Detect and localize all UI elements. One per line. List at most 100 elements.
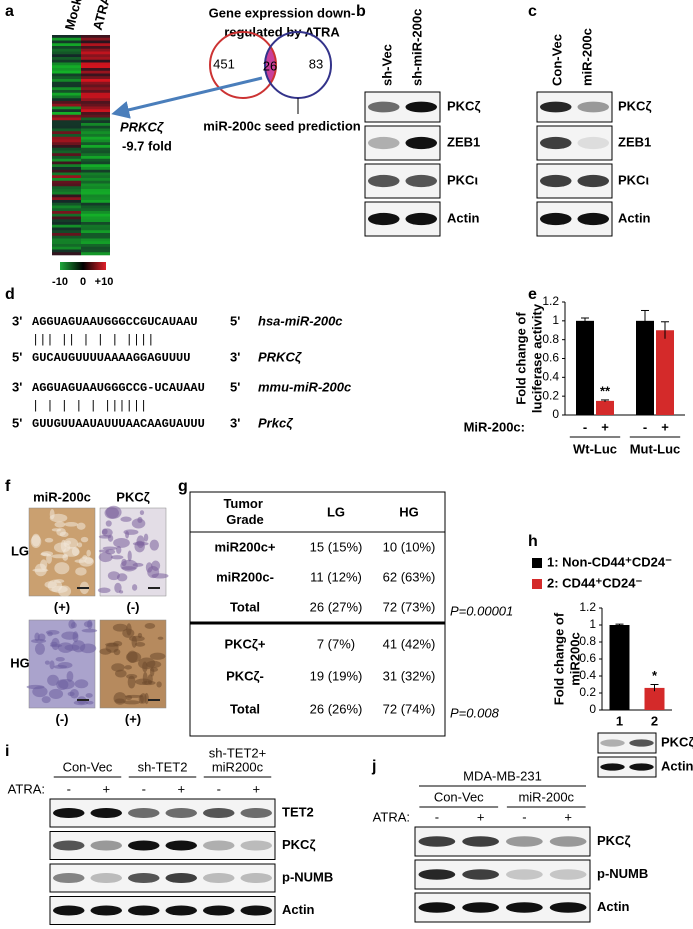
sequence: GUCAUGUUUUAAAAGGAGUUUU [32,351,190,365]
seq-end: 5' [230,379,240,394]
y-tick-label: 1 [589,617,596,631]
series-sign: - [583,419,587,434]
heatmap-cell [81,147,110,151]
ihc-texture [98,552,113,563]
band [53,905,85,916]
heatmap-cell [52,145,81,149]
seq-end: 5' [12,415,22,430]
table-border [189,491,446,737]
ihc-texture [145,562,153,573]
heatmap-cell [81,65,110,69]
ihc-texture [114,582,122,594]
band [90,872,122,884]
legend-label: 1: Non-CD44⁺CD24⁻ [547,554,672,569]
group-label: Con-Vec [63,759,113,774]
blot-box [49,831,276,860]
ihc-texture [86,549,91,557]
series-sign: + [661,419,669,434]
ihc-texture [53,542,71,553]
ihc-texture [97,587,111,594]
ihc-texture [144,692,149,705]
ihc-texture [138,657,156,670]
band [240,905,272,916]
heatmap-cell [81,197,110,201]
blot-label: PKCζ [618,98,651,113]
heatmap-cell [52,169,81,173]
band [165,905,197,916]
band [549,902,587,913]
ihc-texture [74,679,89,689]
column-label: miR-200c [579,28,594,86]
heatmap-cell [52,186,81,190]
band [549,836,587,847]
band [600,739,625,747]
heatmap-cell [81,114,110,118]
ihc-texture [112,623,128,632]
table-cell: miR200c- [216,569,274,584]
y-tick-label: 0.6 [579,651,596,665]
heatmap-cell [81,189,110,193]
y-tick-label: 0.6 [542,351,559,365]
heatmap-cell [52,156,81,160]
blot-label: PKCζ [597,833,630,848]
heatmap-cell [81,57,110,61]
heatmap-cell [81,128,110,132]
series-sign: + [601,419,609,434]
heatmap-cell [81,208,110,212]
table-cell: 19 (19%) [310,668,363,683]
ihc-texture [157,636,164,640]
seq-end: 3' [230,415,240,430]
y-axis-label: miR200c [567,632,582,685]
blot-label: p-NUMB [282,869,333,884]
heatmap-cell [52,208,81,212]
ihc-texture [113,537,130,548]
heatmap-cell [52,79,81,83]
heatmap-cell [81,43,110,47]
heatmap-cell [81,205,110,209]
heatmap-cell [52,109,81,113]
blot-box [49,896,276,925]
legend-label: 2: CD44⁺CD24⁻ [547,575,643,590]
heatmap-cell [52,164,81,168]
heatmap-cell [52,249,81,253]
heatmap-cell [81,87,110,91]
ihc-texture [121,558,127,567]
heatmap-cell [81,59,110,63]
heatmap-cell [81,216,110,220]
heatmap-cell [52,244,81,248]
heatmap-cell [81,158,110,162]
heatmap-cell [81,235,110,239]
heatmap-cell [52,125,81,129]
heatmap-cell [52,238,81,242]
blot-box [49,798,276,828]
heatmap-cell [52,112,81,116]
ihc-texture [138,694,144,704]
blot-label: TET2 [282,804,314,819]
column-label: PKCζ [116,489,149,504]
band [540,174,572,188]
ihc-texture [111,663,125,672]
heatmap-cell [52,153,81,157]
panel-label: a [5,3,14,20]
ihc-texture [34,642,45,655]
series-label: MiR-200c: [464,419,525,434]
heatmap-cell [81,92,110,96]
x-tick-label: 2 [651,713,658,728]
band [90,905,122,916]
y-tick-label: 1.2 [542,294,559,308]
sign: - [217,781,221,796]
table-cell: PKCζ- [226,668,264,683]
heatmap-cell [52,87,81,91]
heatmap-cell [81,40,110,44]
table-cell: 26 (27%) [310,599,363,614]
treatment-label: ATRA: [373,809,410,824]
band [128,807,160,819]
blot-label: ZEB1 [447,134,480,149]
ihc-texture [55,657,65,662]
ihc-texture [67,691,75,697]
group-label: sh-TET2 [138,759,188,774]
blot-box [49,863,276,893]
ihc-texture [54,521,66,528]
ihc-texture [114,698,125,704]
